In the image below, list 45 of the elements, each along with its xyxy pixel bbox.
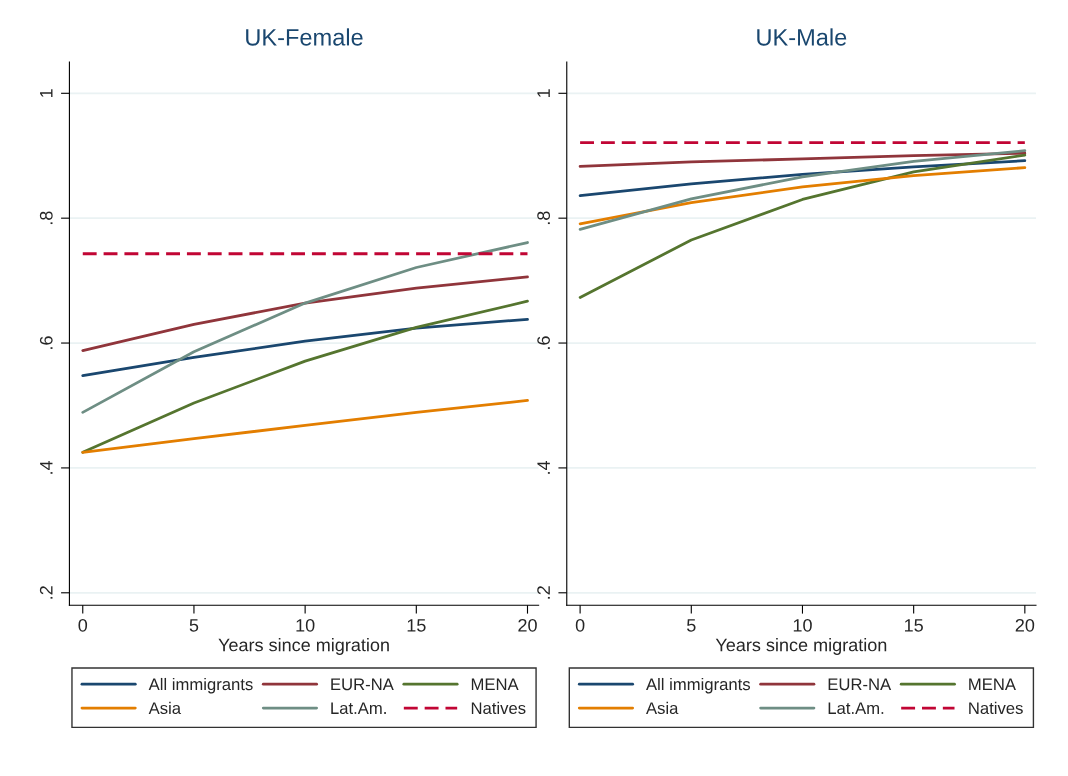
x-tick-label: 0 xyxy=(575,618,585,632)
y-tick-label: .8 xyxy=(537,211,550,225)
y-tick-label: .6 xyxy=(537,336,550,349)
legend-label: Asia xyxy=(148,701,182,715)
line-series xyxy=(578,166,1027,226)
x-tick-label: 5 xyxy=(686,619,696,632)
line-series xyxy=(578,153,1027,299)
y-tick-label: .2 xyxy=(39,586,53,599)
y-tick-label: 1 xyxy=(40,89,53,97)
legend-label: Natives xyxy=(969,701,1023,715)
legend-label: Lat.Am. xyxy=(331,702,386,715)
y-tick-label: .4 xyxy=(40,460,53,474)
x-tick-label: 15 xyxy=(407,619,426,632)
x-tick-label: 15 xyxy=(904,619,923,632)
y-tick-label: 1 xyxy=(537,89,550,97)
x-tick-label: 5 xyxy=(189,619,199,632)
legend-label: EUR-NA xyxy=(828,678,892,691)
y-tick-label: .2 xyxy=(537,586,550,599)
line-series xyxy=(81,275,529,352)
line-series xyxy=(81,399,529,454)
legend-label: EUR-NA xyxy=(331,678,394,691)
x-axis-title: Years since migration xyxy=(218,638,389,655)
y-tick-label: .6 xyxy=(39,336,53,349)
legend-label: Natives xyxy=(471,701,526,715)
legend-label: Lat.Am. xyxy=(828,702,884,715)
legend-label: MENA xyxy=(969,678,1016,691)
x-tick-label: 10 xyxy=(793,618,812,632)
legend-label: All immigrants xyxy=(148,677,253,694)
x-tick-label: 0 xyxy=(78,618,88,632)
x-tick-label: 20 xyxy=(518,618,537,632)
line-series xyxy=(81,299,529,454)
y-tick-label: .4 xyxy=(537,460,550,474)
line-series xyxy=(578,149,1027,231)
legend-label: Asia xyxy=(646,701,679,715)
x-tick-label: 20 xyxy=(1015,618,1035,632)
y-tick-label: .8 xyxy=(39,211,53,225)
line-series xyxy=(81,317,529,377)
chart-title: UK-Male xyxy=(757,28,847,46)
x-axis-title: Years since migration xyxy=(715,638,887,655)
legend-label: MENA xyxy=(471,678,519,691)
legend-label: All immigrants xyxy=(646,677,751,694)
chart-title: UK-Female xyxy=(246,28,363,46)
line-series xyxy=(578,151,1027,168)
x-tick-label: 10 xyxy=(296,618,315,632)
line-series xyxy=(81,241,529,414)
